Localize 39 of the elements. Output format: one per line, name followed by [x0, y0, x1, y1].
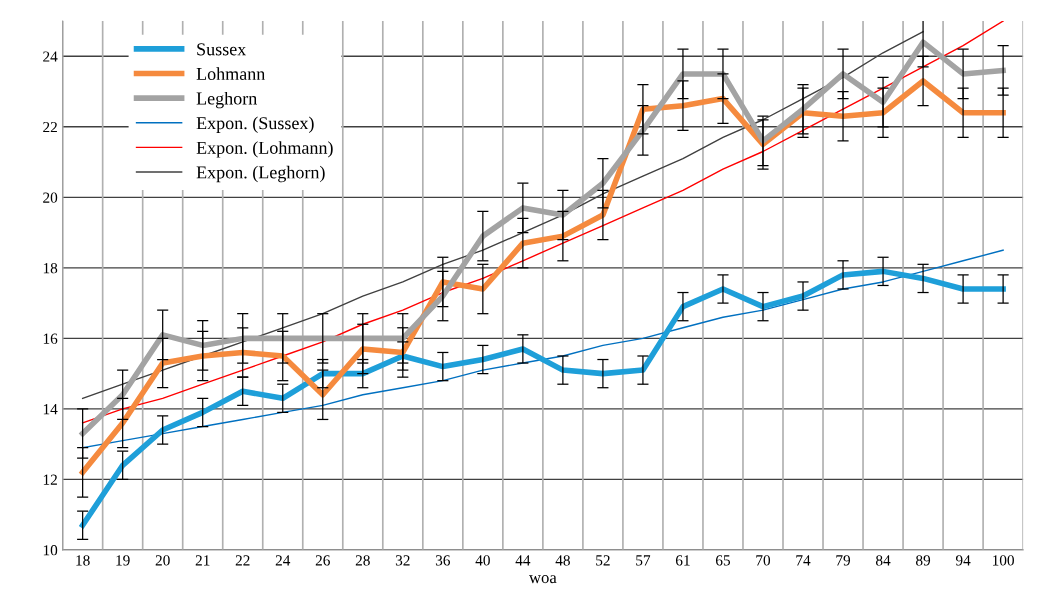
- legend-label: Expon. (Sussex): [196, 116, 314, 133]
- y-tick-label: 12: [43, 474, 57, 485]
- x-tick-label: 79: [836, 555, 851, 566]
- x-tick-label: 74: [796, 555, 811, 566]
- x-tick-label: 52: [596, 555, 610, 566]
- y-tick-label: 18: [43, 262, 58, 274]
- x-tick-label: 20: [155, 555, 170, 566]
- legend-label: Leghorn: [196, 91, 257, 109]
- x-axis-title: woa: [529, 575, 557, 584]
- x-tick-label: 19: [116, 555, 130, 566]
- x-tick-label: 89: [916, 555, 931, 566]
- legend-label: Lohmann: [196, 67, 266, 80]
- x-tick-label: 48: [555, 555, 570, 566]
- x-tick-label: 44: [515, 555, 531, 566]
- x-tick-label: 28: [355, 555, 370, 566]
- x-tick-label: 32: [395, 555, 410, 566]
- x-tick-label: 36: [435, 555, 451, 566]
- y-tick-label: 10: [43, 545, 58, 556]
- x-tick-label: 26: [315, 555, 330, 566]
- x-tick-label: 84: [875, 555, 891, 566]
- x-tick-label: 18: [76, 555, 90, 566]
- y-tick-label: 20: [43, 192, 58, 203]
- x-tick-label: 70: [756, 555, 771, 566]
- y-tick-label: 22: [43, 121, 57, 133]
- x-tick-label: 21: [195, 555, 210, 566]
- x-tick-label: 65: [715, 555, 731, 566]
- y-tick-label: 14: [43, 404, 58, 415]
- y-tick-label: 24: [43, 51, 58, 62]
- legend-label: Expon. (Leghorn): [196, 165, 325, 183]
- x-tick-label: 94: [955, 555, 971, 566]
- legend-label: Sussex: [197, 43, 247, 56]
- legend-label: Expon. (Lohmann): [196, 141, 333, 158]
- x-tick-label: 40: [475, 555, 490, 566]
- x-tick-label: 24: [275, 555, 291, 566]
- x-tick-label: 61: [675, 555, 690, 566]
- x-tick-label: 100: [993, 555, 1014, 566]
- y-tick-label: 16: [43, 333, 58, 344]
- x-tick-label: 22: [235, 555, 250, 566]
- x-tick-label: 57: [636, 555, 651, 566]
